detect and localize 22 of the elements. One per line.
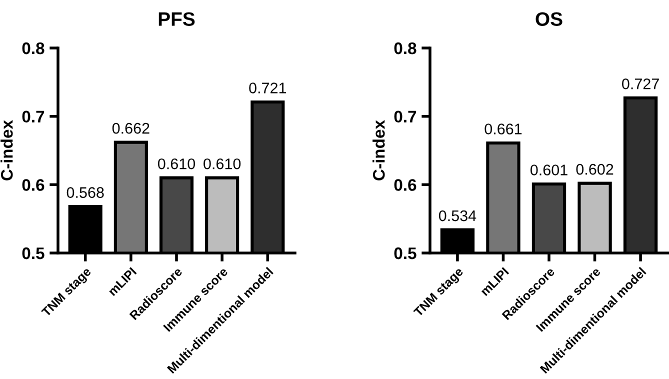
data-label: 0.602 xyxy=(576,164,614,175)
chart-title: OS xyxy=(536,12,562,26)
y-tick-label: 0.5 xyxy=(394,247,416,260)
data-label: 0.610 xyxy=(158,158,196,170)
y-tick-label: 0.7 xyxy=(22,110,44,123)
y-axis-title: C-index xyxy=(0,120,13,180)
data-label: 0.534 xyxy=(438,210,476,222)
y-tick-label: 0.6 xyxy=(394,179,416,191)
data-label: 0.727 xyxy=(622,78,659,90)
data-label: 0.721 xyxy=(249,82,286,94)
y-axis-title: C-index xyxy=(372,120,385,180)
y-tick-label: 0.5 xyxy=(22,247,44,260)
data-label: 0.568 xyxy=(66,187,104,198)
data-label: 0.662 xyxy=(112,122,150,134)
chart-title: PFS xyxy=(158,12,195,26)
y-tick-label: 0.6 xyxy=(22,179,44,191)
y-tick-label: 0.8 xyxy=(22,42,44,54)
data-label: 0.661 xyxy=(484,124,522,134)
data-label: 0.610 xyxy=(204,158,241,170)
y-tick-label: 0.8 xyxy=(394,42,416,54)
y-tick-label: 0.7 xyxy=(394,110,416,123)
data-label: 0.601 xyxy=(530,164,568,176)
